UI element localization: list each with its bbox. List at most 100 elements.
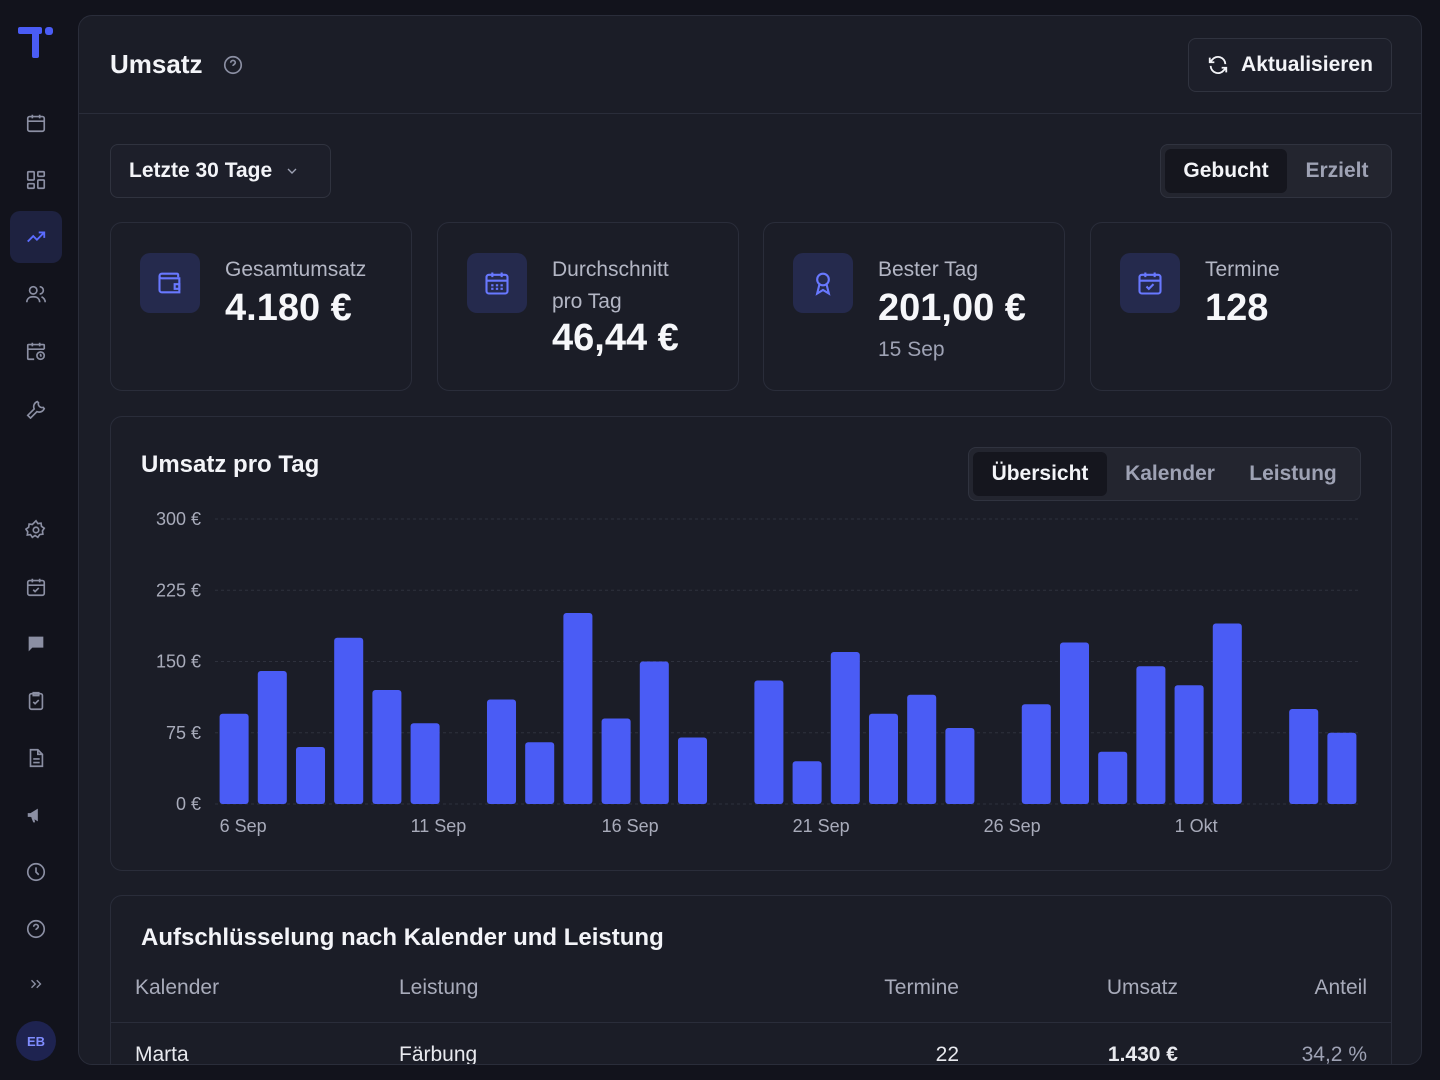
tab-service[interactable]: Leistung [1249, 462, 1337, 485]
chevrons-right-icon [31, 979, 42, 989]
app-logo[interactable] [16, 24, 56, 60]
chart-bar[interactable] [945, 728, 975, 804]
nav-messages[interactable] [10, 618, 62, 670]
avatar[interactable]: EB [16, 1021, 56, 1061]
nav-revenue[interactable] [10, 211, 62, 263]
chart-bar[interactable] [830, 652, 860, 804]
chart-bar[interactable] [295, 747, 326, 804]
gear-icon [25, 519, 46, 539]
nav-tools[interactable] [10, 382, 62, 434]
chart-bar[interactable] [486, 699, 517, 805]
help-icon[interactable] [222, 54, 244, 76]
refresh-button[interactable]: Aktualisieren [1188, 38, 1392, 92]
cell-calendar: Marta [135, 1043, 189, 1065]
kpi-label: Bester Tag [878, 258, 979, 281]
chart-bar[interactable] [1289, 709, 1319, 804]
wallet-icon [158, 272, 181, 294]
chart-bar[interactable] [601, 718, 631, 805]
nav-customers[interactable] [10, 268, 62, 320]
cell-revenue: 1.430 € [1107, 1043, 1178, 1065]
column-header-share[interactable]: Anteil [1314, 976, 1367, 999]
trending-up-icon [27, 231, 46, 243]
nav-help[interactable] [10, 903, 62, 955]
nav-schedule[interactable] [10, 325, 62, 377]
y-tick-label: 225 € [156, 580, 201, 600]
x-tick-label: 1 Okt [1175, 816, 1218, 836]
nav-marketing[interactable] [10, 789, 62, 841]
mode-option-achieved[interactable]: Erzielt [1305, 159, 1369, 182]
breakdown-table-card: Aufschlüsselung nach Kalender und Leistu… [110, 895, 1392, 1065]
y-tick-label: 75 € [166, 723, 201, 743]
chart-bar[interactable] [1021, 704, 1051, 804]
nav-tasks[interactable] [10, 675, 62, 727]
x-tick-label: 6 Sep [220, 816, 267, 836]
chart-bar[interactable] [1059, 642, 1090, 805]
grid-icon [26, 170, 46, 190]
kpi-label: Gesamtumsatz [225, 258, 367, 281]
nav-settings[interactable] [10, 504, 62, 556]
cell-appointments: 22 [935, 1043, 959, 1065]
x-tick-label: 11 Sep [411, 816, 467, 836]
chart-bar[interactable] [1212, 623, 1242, 805]
table-header-divider [111, 1022, 1391, 1023]
page-header: Umsatz Aktualisieren [79, 16, 1421, 114]
tab-overview[interactable]: Übersicht [973, 452, 1107, 496]
nav-documents[interactable] [10, 732, 62, 784]
kpi-label: Durchschnitt pro Tag [552, 258, 669, 313]
column-header-appointments[interactable]: Termine [884, 976, 959, 999]
cell-share: 34,2 % [1301, 1043, 1367, 1065]
chart-bar[interactable] [1327, 732, 1357, 804]
chart-bar[interactable] [372, 690, 402, 804]
x-tick-label: 26 Sep [984, 816, 1041, 836]
y-tick-label: 0 € [176, 794, 201, 814]
x-tick-label: 21 Sep [793, 816, 850, 836]
table-title: Aufschlüsselung nach Kalender und Leistu… [141, 924, 664, 951]
chart-bar[interactable] [219, 713, 249, 804]
column-header-calendar[interactable]: Kalender [135, 976, 220, 999]
chart-bar[interactable] [334, 637, 364, 804]
sidebar: EB [0, 0, 72, 1080]
calendar-check-icon [1138, 272, 1162, 295]
kpi-value: 46,44 € [552, 317, 679, 359]
kpi-label: Termine [1205, 258, 1280, 281]
chart-bar[interactable] [525, 742, 555, 804]
chart-bar[interactable] [563, 613, 593, 804]
nav-calendar[interactable] [10, 97, 62, 149]
chart-bar[interactable] [792, 761, 822, 804]
chart-bar[interactable] [868, 713, 899, 804]
chart-bar[interactable] [410, 723, 440, 804]
chat-icon [28, 636, 44, 652]
kpi-card-average: Durchschnitt pro Tag 46,44 € [437, 222, 739, 391]
nav-history[interactable] [10, 846, 62, 898]
calendar-icon [26, 114, 46, 133]
refresh-icon [1208, 56, 1228, 74]
mode-option-booked[interactable]: Gebucht [1165, 149, 1287, 193]
chart-bar[interactable] [754, 680, 784, 805]
chart-bar[interactable] [1174, 685, 1204, 804]
column-header-service[interactable]: Leistung [399, 976, 479, 999]
nav-dashboard[interactable] [10, 154, 62, 206]
kpi-subtext: 15 Sep [878, 338, 945, 361]
chevron-down-icon [287, 168, 297, 174]
nav-expand[interactable] [10, 958, 62, 1010]
users-icon [26, 285, 46, 303]
calendar-icon [485, 272, 509, 295]
chart-bar[interactable] [1098, 751, 1128, 804]
kpi-value: 4.180 € [225, 287, 352, 329]
wrench-icon [26, 400, 46, 419]
nav-bookings[interactable] [10, 561, 62, 613]
cell-service: Färbung [399, 1043, 478, 1065]
chart-bar[interactable] [1136, 666, 1166, 804]
x-tick-label: 16 Sep [602, 816, 659, 836]
tab-calendar[interactable]: Kalender [1125, 462, 1215, 485]
date-range-select[interactable]: Letzte 30 Tage [110, 144, 331, 198]
chart-bar[interactable] [639, 661, 669, 805]
kpi-card-appointments: Termine 128 [1090, 222, 1392, 391]
refresh-label: Aktualisieren [1241, 53, 1373, 76]
mode-toggle: Gebucht Erzielt [1160, 144, 1392, 198]
chart-bar[interactable] [677, 737, 708, 805]
kpi-card-total: Gesamtumsatz 4.180 € [110, 222, 412, 391]
chart-bar[interactable] [907, 694, 937, 804]
chart-bar[interactable] [257, 671, 287, 804]
column-header-revenue[interactable]: Umsatz [1106, 976, 1178, 999]
